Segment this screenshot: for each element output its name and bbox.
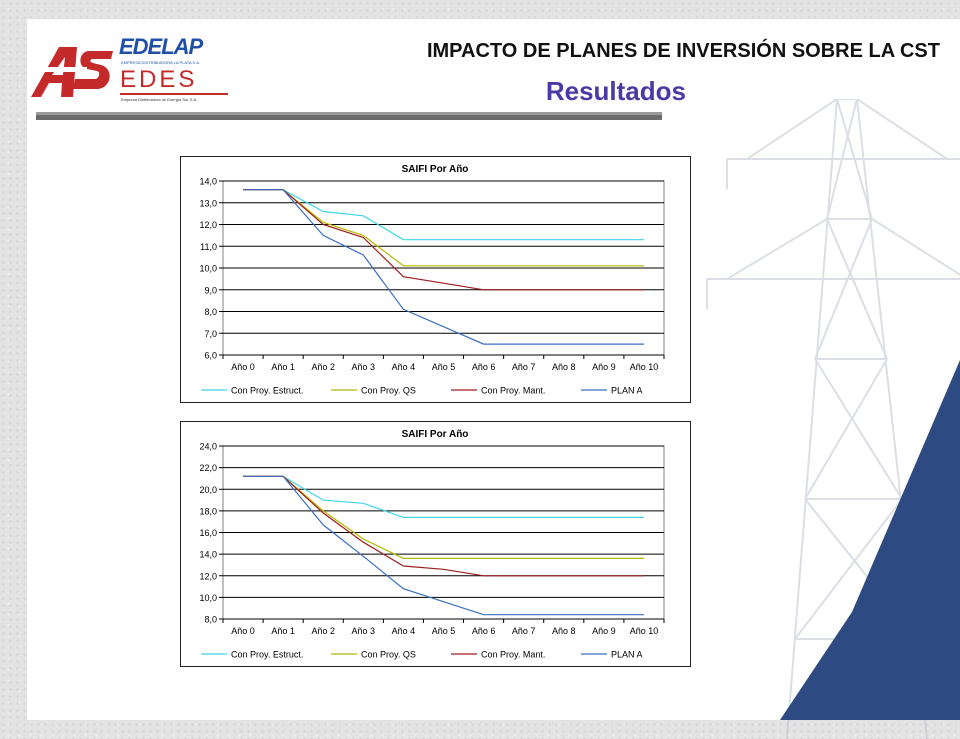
chart-1-series-line-1 xyxy=(243,189,644,241)
chart-2-legend-label-3: Con Proy. Mant. xyxy=(481,650,545,660)
chart-2-y-tick-label: 12,0 xyxy=(199,571,217,581)
chart-2-y-tick-label: 8,0 xyxy=(204,615,217,625)
chart-2-title: SAIFI Por Año xyxy=(402,429,469,440)
chart-2-y-tick-label: 18,0 xyxy=(199,506,217,516)
chart-1-series-line-3 xyxy=(243,189,644,291)
chart-1-y-tick-label: 12,0 xyxy=(199,220,217,230)
chart-2-legend-label-4: PLAN A xyxy=(611,650,643,660)
chart-1-legend-label-1: Con Proy. Estruct. xyxy=(231,386,303,396)
chart-1-legend-label-2: Con Proy. QS xyxy=(361,386,416,396)
chart-2-x-tick-label: Año 7 xyxy=(512,626,536,636)
chart-2-y-tick-label: 20,0 xyxy=(199,485,217,495)
chart-1-y-tick-label: 6,0 xyxy=(204,351,217,361)
chart-1-x-tick-label: Año 5 xyxy=(432,362,456,372)
chart-1-x-tick-label: Año 6 xyxy=(472,362,496,372)
chart-1-y-tick-label: 7,0 xyxy=(204,329,217,339)
chart-2-x-tick-label: Año 4 xyxy=(392,626,416,636)
chart-2-x-tick-label: Año 8 xyxy=(552,626,576,636)
chart-1-x-tick-label: Año 10 xyxy=(630,362,659,372)
chart-2-legend-label-2: Con Proy. QS xyxy=(361,650,416,660)
chart-2-series-line-2 xyxy=(243,475,644,559)
saifi-chart-1: SAIFI Por Año 14,0 13,0 12,0 11,0 10,0 9,0 8,0 7… xyxy=(180,156,691,403)
chart-1-x-tick-label: Año 8 xyxy=(552,362,576,372)
chart-1-title: SAIFI Por Año xyxy=(402,164,469,175)
chart-1-x-tick-label: Año 1 xyxy=(271,362,295,372)
page-title: IMPACTO DE PLANES DE INVERSIÓN SOBRE LA … xyxy=(426,40,940,62)
chart-1-series-line-4 xyxy=(243,189,644,345)
chart-1-legend-label-4: PLAN A xyxy=(611,386,643,396)
edelap-tagline: EMPRESA DISTRIBUIDORA LA PLATA S.A. xyxy=(121,60,200,65)
chart-2-x-tick-label: Año 0 xyxy=(231,626,255,636)
chart-2-y-tick-label: 14,0 xyxy=(199,550,217,560)
edes-tagline: Empresa Distribuidora de Energía Sur S.A… xyxy=(121,97,198,102)
chart-1-x-tick-label: Año 4 xyxy=(392,362,416,372)
chart-2-x-tick-label: Año 6 xyxy=(472,626,496,636)
chart-2-y-tick-label: 10,0 xyxy=(199,593,217,603)
chart-1-y-tick-label: 10,0 xyxy=(199,264,217,274)
chart-2-y-tick-label: 16,0 xyxy=(199,528,217,538)
chart-1-x-tick-label: Año 3 xyxy=(352,362,376,372)
chart-1-series-line-2 xyxy=(243,189,644,267)
chart-2-x-tick-label: Año 5 xyxy=(432,626,456,636)
chart-2-x-tick-label: Año 9 xyxy=(592,626,616,636)
chart-2-series-line-4 xyxy=(243,475,644,616)
chart-2-series-line-1 xyxy=(243,475,644,519)
chart-1-x-tick-label: Año 9 xyxy=(592,362,616,372)
chart-2-legend-label-1: Con Proy. Estruct. xyxy=(231,650,303,660)
chart-1-x-tick-label: Año 7 xyxy=(512,362,536,372)
chart-1-y-tick-label: 14,0 xyxy=(199,177,217,187)
as-logo-mark xyxy=(29,47,113,97)
saifi-chart-1-plot: SAIFI Por Año 14,0 13,0 12,0 11,0 10,0 9,0 8,0 7… xyxy=(199,164,665,396)
chart-2-x-tick-label: Año 3 xyxy=(352,626,376,636)
edes-wordmark: EDES xyxy=(120,67,228,95)
chart-1-y-tick-label: 8,0 xyxy=(204,307,217,317)
saifi-chart-2-plot: SAIFI Por Año 24,0 22,0 20,0 18,0 16,0 14,0 12,… xyxy=(199,429,665,660)
company-logo: EDELAP EMPRESA DISTRIBUIDORA LA PLATA S.… xyxy=(27,35,237,105)
saifi-chart-2: SAIFI Por Año 24,0 22,0 20,0 18,0 16,0 14,0 12,… xyxy=(180,421,691,667)
chart-2-y-tick-label: 22,0 xyxy=(199,463,217,473)
edelap-wordmark: EDELAP xyxy=(119,34,203,59)
title-underline xyxy=(36,112,662,120)
chart-2-x-tick-label: Año 10 xyxy=(630,626,659,636)
chart-2-series-line-3 xyxy=(243,475,644,577)
chart-1-y-tick-label: 11,0 xyxy=(200,242,217,252)
corner-accent xyxy=(780,360,960,720)
chart-1-x-tick-label: Año 0 xyxy=(231,362,255,372)
chart-1-x-tick-label: Año 2 xyxy=(311,362,335,372)
chart-2-y-tick-label: 24,0 xyxy=(199,442,217,452)
chart-1-legend-label-3: Con Proy. Mant. xyxy=(481,386,545,396)
chart-2-x-tick-label: Año 1 xyxy=(271,626,295,636)
chart-2-x-tick-label: Año 2 xyxy=(311,626,335,636)
chart-1-y-tick-label: 9,0 xyxy=(204,285,217,295)
chart-1-y-tick-label: 13,0 xyxy=(199,198,217,208)
page-subtitle: Resultados xyxy=(545,76,686,106)
